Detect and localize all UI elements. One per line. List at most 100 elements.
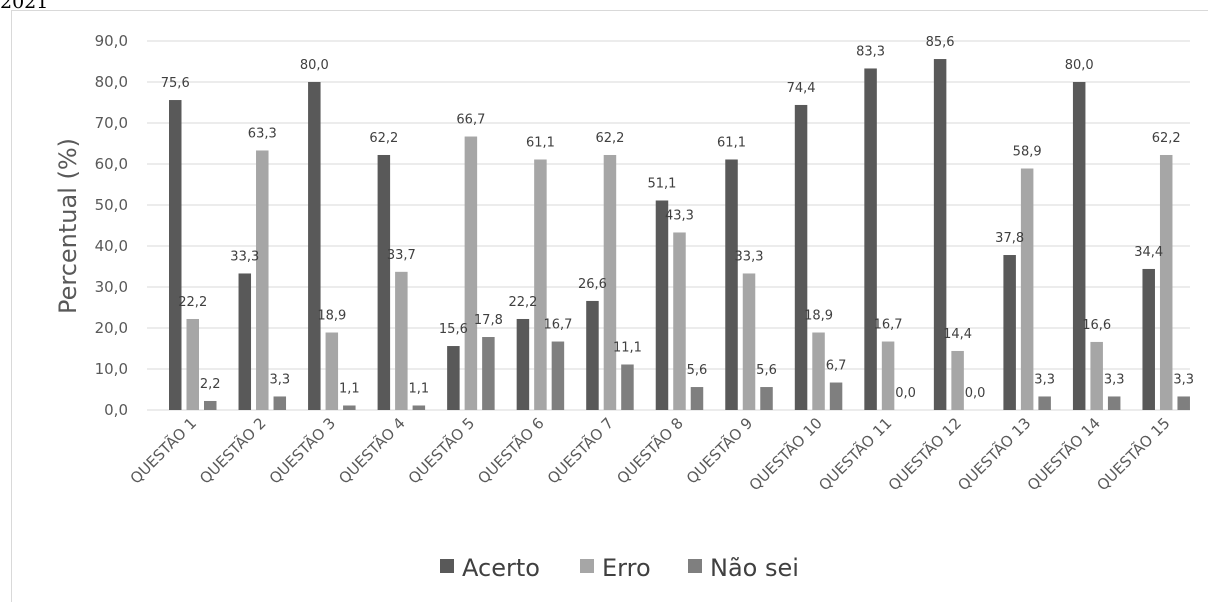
bar — [621, 364, 634, 410]
bar — [1107, 396, 1121, 410]
bar — [951, 350, 964, 410]
data-label: 3,3 — [1173, 372, 1194, 387]
data-label: 11,1 — [613, 340, 642, 355]
data-label: 14,4 — [943, 327, 972, 342]
y-tick-labels: 0,0 10,0 20,0 30,0 40,0 50,0 60,0 70,0 80,0 90,0 — [95, 32, 128, 419]
data-label: 43,3 — [665, 208, 694, 223]
gridlines — [147, 40, 1190, 411]
x-tick-label: QUESTÃO 1 — [126, 413, 200, 487]
data-label: 3,3 — [269, 372, 290, 387]
data-label: 16,7 — [874, 318, 903, 333]
x-tick-label: QUESTÃO 11 — [814, 413, 895, 494]
bar — [204, 400, 217, 410]
x-tick-label: QUESTÃO 9 — [682, 413, 756, 487]
bar — [464, 136, 478, 410]
year-fragment: 2021 — [0, 0, 49, 13]
data-label: 62,2 — [369, 131, 398, 146]
bar — [447, 346, 460, 410]
data-label: 80,0 — [300, 58, 329, 73]
bar — [794, 104, 808, 411]
data-label: 22,2 — [508, 295, 537, 310]
data-label: 80,0 — [1065, 58, 1094, 73]
bar — [256, 150, 269, 410]
bar — [586, 300, 599, 410]
bar — [1090, 341, 1103, 410]
y-tick-label: 20,0 — [95, 319, 128, 337]
bar — [395, 271, 408, 410]
data-label: 2,2 — [200, 377, 221, 392]
y-axis-label: Percentual (%) — [54, 138, 82, 314]
bar — [655, 200, 669, 410]
y-tick-label: 70,0 — [95, 114, 128, 132]
legend: Acerto Erro Não sei — [440, 554, 799, 582]
bar — [343, 405, 356, 410]
bar — [412, 405, 426, 410]
data-label: 66,7 — [456, 113, 485, 128]
bar — [690, 387, 704, 410]
x-tick-label: QUESTÃO 2 — [195, 413, 269, 487]
bar — [829, 382, 843, 410]
data-label: 5,6 — [687, 363, 708, 378]
chart-frame — [11, 10, 1208, 602]
bar — [742, 273, 756, 410]
bar — [516, 318, 530, 410]
data-label: 18,9 — [804, 309, 833, 324]
x-tick-label: QUESTÃO 13 — [954, 413, 1035, 494]
data-label: 3,3 — [1034, 372, 1055, 387]
bar — [864, 68, 877, 410]
bar — [1142, 268, 1155, 410]
y-tick-label: 80,0 — [95, 73, 128, 91]
data-label: 62,2 — [595, 131, 624, 146]
bar — [760, 387, 773, 410]
x-tick-label: QUESTÃO 12 — [884, 413, 965, 494]
legend-label: Não sei — [710, 554, 799, 582]
data-label: 1,1 — [409, 381, 430, 396]
legend-swatch — [688, 559, 702, 573]
bar — [673, 232, 686, 410]
data-label: 85,6 — [926, 35, 955, 50]
data-label: 1,1 — [339, 381, 360, 396]
x-tick-label: QUESTÃO 7 — [543, 413, 617, 487]
legend-label: Acerto — [462, 554, 540, 582]
y-tick-label: 60,0 — [95, 155, 128, 173]
data-label: 51,1 — [648, 176, 677, 191]
data-label: 6,7 — [826, 359, 847, 374]
data-label: 61,1 — [526, 135, 555, 150]
y-tick-label: 50,0 — [95, 196, 128, 214]
bar — [238, 273, 252, 410]
data-label: 0,0 — [965, 386, 986, 401]
bar — [482, 337, 495, 410]
data-label: 15,6 — [439, 322, 468, 337]
x-tick-label: QUESTÃO 6 — [474, 413, 548, 487]
x-tick-label: QUESTÃO 3 — [265, 413, 339, 487]
bar — [812, 332, 825, 410]
bar — [1177, 396, 1190, 410]
y-tick-label: 40,0 — [95, 237, 128, 255]
bar — [933, 59, 947, 410]
legend-swatch — [580, 559, 594, 573]
data-label: 16,7 — [543, 318, 572, 333]
bar — [377, 154, 391, 410]
bar — [1038, 396, 1051, 410]
y-tick-label: 30,0 — [95, 278, 128, 296]
bar — [881, 341, 895, 410]
x-tick-label: QUESTÃO 10 — [745, 413, 826, 494]
data-label: 0,0 — [895, 386, 916, 401]
data-label: 22,2 — [178, 295, 207, 310]
data-labels: 75,6 22,2 2,2 33,3 63,3 3,3 80,0 18,9 1,1 62,2 33,… — [161, 35, 1194, 401]
x-tick-label: QUESTÃO 14 — [1023, 413, 1104, 494]
data-label: 26,6 — [578, 277, 607, 292]
bar — [1003, 255, 1016, 410]
data-label: 58,9 — [1013, 145, 1042, 160]
data-label: 3,3 — [1104, 372, 1125, 387]
data-label: 33,3 — [735, 249, 764, 264]
bar — [603, 154, 617, 410]
bar — [169, 100, 182, 410]
bars — [169, 59, 1190, 411]
x-tick-label: QUESTÃO 8 — [613, 413, 687, 487]
bar — [1159, 154, 1173, 410]
data-label: 18,9 — [317, 309, 346, 324]
y-tick-label: 90,0 — [95, 32, 128, 50]
legend-swatch — [440, 559, 454, 573]
